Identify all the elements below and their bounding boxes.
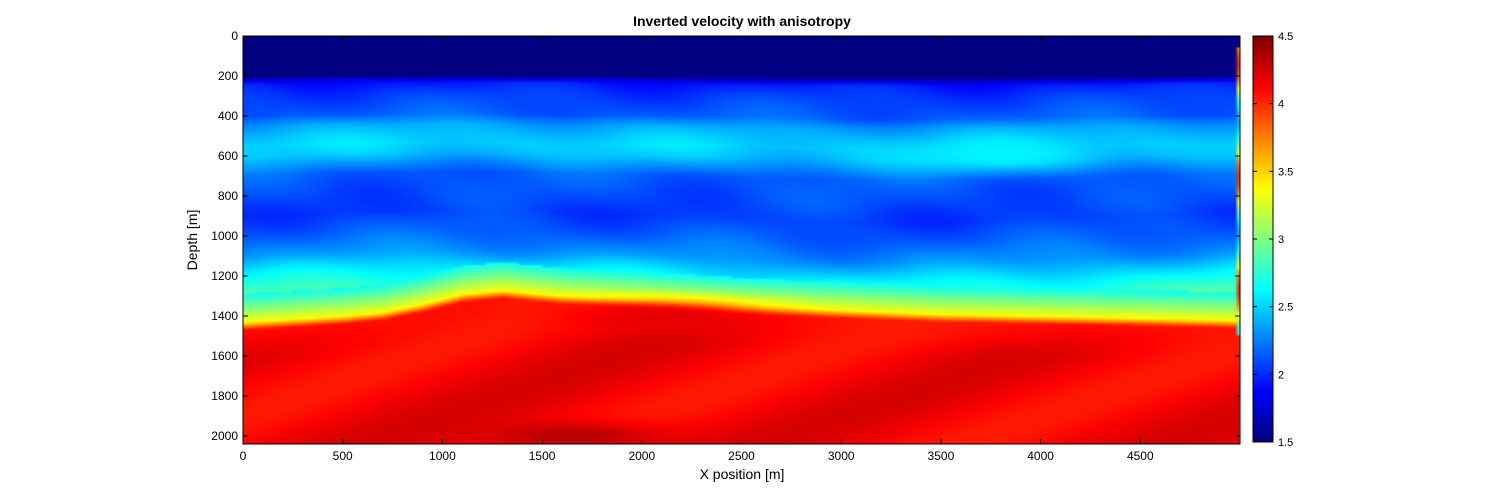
y-tick-label: 400 bbox=[218, 109, 238, 123]
x-tick-label: 0 bbox=[240, 449, 247, 463]
y-tick-label: 800 bbox=[218, 189, 238, 203]
chart-title: Inverted velocity with anisotropy bbox=[633, 13, 851, 29]
y-tick-label: 600 bbox=[218, 149, 238, 163]
x-tick-label: 4500 bbox=[1127, 449, 1154, 463]
x-tick-label: 1500 bbox=[529, 449, 556, 463]
colorbar-tick-label: 3.5 bbox=[1278, 166, 1293, 178]
x-tick-label: 3000 bbox=[828, 449, 855, 463]
y-axis-label: Depth [m] bbox=[184, 210, 200, 271]
y-tick-label: 1000 bbox=[211, 229, 238, 243]
colorbar-tick-label: 1.5 bbox=[1278, 437, 1293, 449]
x-tick-label: 4000 bbox=[1027, 449, 1054, 463]
colorbar-gradient bbox=[1253, 36, 1273, 442]
y-tick-label: 200 bbox=[218, 69, 238, 83]
y-tick-label: 1800 bbox=[211, 389, 238, 403]
colorbar-tick-label: 2 bbox=[1278, 369, 1284, 381]
x-tick-label: 500 bbox=[333, 449, 353, 463]
y-axis: 0 200 400 600 800 1000 1200 1400 1600 1800 2000 bbox=[211, 29, 1240, 443]
y-tick-label: 1600 bbox=[211, 349, 238, 363]
colorbar-tick-label: 4.5 bbox=[1278, 31, 1293, 43]
x-axis-label: X position [m] bbox=[700, 466, 785, 482]
y-tick-label: 0 bbox=[231, 29, 238, 43]
colorbar: 1.5 2 2.5 3 3.5 4 4.5 bbox=[1252, 31, 1293, 449]
x-tick-label: 2500 bbox=[728, 449, 755, 463]
colorbar-ticks: 1.5 2 2.5 3 3.5 4 4.5 bbox=[1253, 31, 1293, 449]
heatmap-image bbox=[243, 36, 1240, 444]
y-tick-label: 1400 bbox=[211, 309, 238, 323]
x-axis: 0 500 1000 1500 2000 2500 3000 3500 4000 4500 bbox=[240, 36, 1154, 463]
x-tick-label: 3500 bbox=[928, 449, 955, 463]
colorbar-tick-label: 2.5 bbox=[1278, 302, 1293, 314]
colorbar-tick-label: 3 bbox=[1278, 234, 1284, 246]
y-tick-label: 1200 bbox=[211, 269, 238, 283]
x-tick-label: 2000 bbox=[628, 449, 655, 463]
y-tick-label: 2000 bbox=[211, 429, 238, 443]
plot-area: 0 500 1000 1500 2000 2500 3000 3500 4000 4500 020… bbox=[211, 29, 1241, 463]
colorbar-tick-label: 4 bbox=[1278, 99, 1284, 111]
x-tick-label: 1000 bbox=[429, 449, 456, 463]
